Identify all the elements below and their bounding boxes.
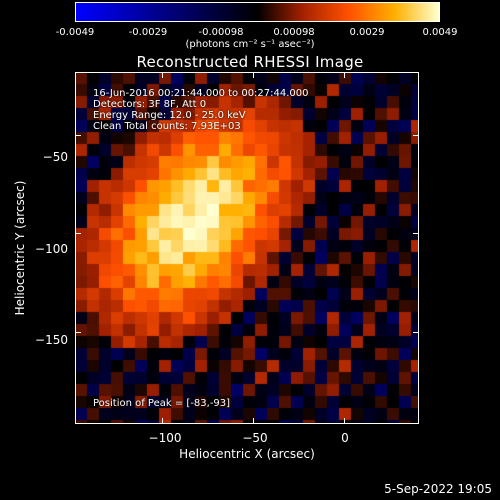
- heatmap-image: [75, 72, 419, 424]
- tick-mark: [344, 72, 346, 78]
- colorbar-tick-label: -0.0029: [128, 27, 168, 38]
- y-tick-label: −100: [35, 242, 68, 256]
- colorbar-tick-label: -0.0049: [55, 27, 95, 38]
- plot-timestamp: 5-Sep-2022 19:05: [384, 482, 492, 496]
- x-tick-label: 0: [341, 431, 349, 445]
- y-axis-label: Heliocentric Y (arcsec): [13, 180, 27, 316]
- tick-mark: [413, 331, 419, 333]
- y-tick-label: −50: [42, 150, 68, 164]
- tick-mark: [344, 418, 346, 424]
- colorbar-tick-label: 0.00098: [273, 27, 315, 38]
- detectors-annotation: Detectors: 3F 8F, Att 0: [93, 99, 207, 110]
- colorbar: [75, 2, 440, 22]
- chart-title: Reconstructed RHESSI Image: [136, 53, 364, 71]
- colorbar-tick-label: 0.0049: [422, 27, 458, 38]
- energy-range-annotation: Energy Range: 12.0 - 25.0 keV: [93, 110, 246, 121]
- counts-annotation: Clean Total counts: 7.93E+03: [93, 121, 241, 132]
- tick-mark: [253, 418, 255, 424]
- tick-mark: [75, 134, 81, 136]
- colorbar-tick-label: -0.00098: [198, 27, 244, 38]
- tick-mark: [75, 331, 81, 333]
- tick-mark: [413, 134, 419, 136]
- colorbar-tick-label: 0.0029: [349, 27, 385, 38]
- tick-mark: [162, 418, 164, 424]
- x-axis-label: Heliocentric X (arcsec): [179, 447, 315, 461]
- tick-mark: [162, 72, 164, 78]
- tick-mark: [413, 233, 419, 235]
- tick-mark: [75, 233, 81, 235]
- colorbar-units: (photons cm⁻² s⁻¹ asec⁻²): [185, 39, 315, 50]
- y-tick-label: −150: [35, 333, 68, 347]
- peak-position-annotation: Position of Peak = [-83,-93]: [93, 398, 231, 409]
- x-tick-label: −50: [242, 431, 268, 445]
- time-range-annotation: 16-Jun-2016 00:21:44.000 to 00:27:44.000: [93, 88, 309, 99]
- x-tick-label: −100: [148, 431, 182, 445]
- tick-mark: [253, 72, 255, 78]
